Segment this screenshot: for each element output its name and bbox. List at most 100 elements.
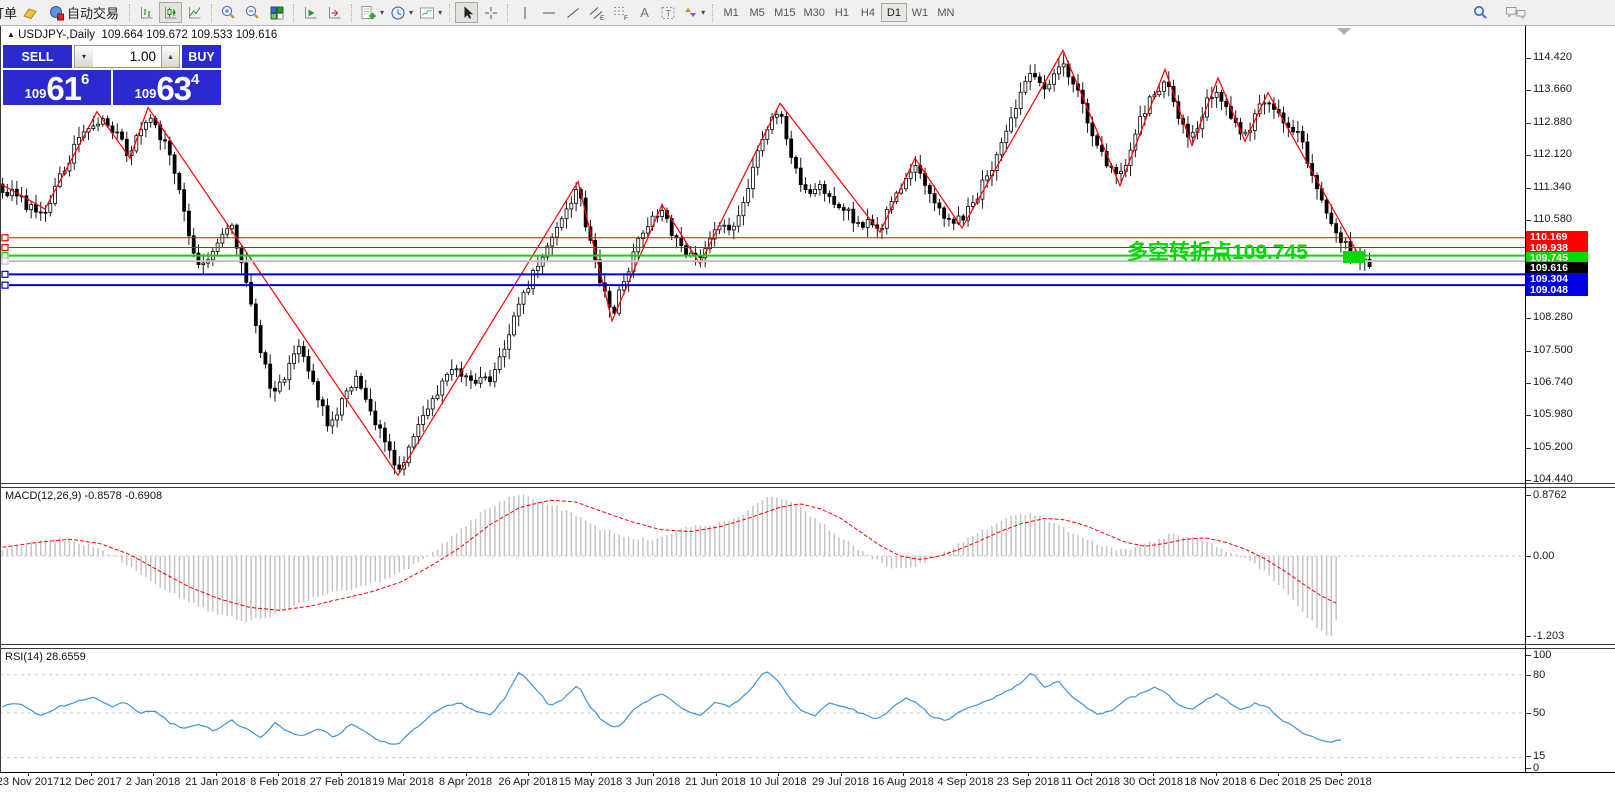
ohlc-values: 109.664 109.672 109.533 109.616 — [101, 29, 278, 41]
template-icon — [420, 7, 435, 18]
timeframe-m5[interactable]: M5 — [744, 3, 770, 22]
level-line-handle — [1, 270, 9, 278]
tile-windows-icon[interactable] — [265, 2, 288, 23]
search-icon[interactable] — [1472, 4, 1489, 21]
timeframe-h1[interactable]: H1 — [829, 3, 855, 22]
sell-price-major: 109 — [24, 86, 47, 101]
separator — [351, 3, 353, 22]
bar-chart-icon[interactable] — [135, 2, 158, 23]
timeframe-group: M1 M5 M15 M30 H1 H4 D1 W1 MN — [718, 3, 959, 23]
dropdown-icon: ▾ — [409, 8, 414, 17]
pivot-annotation[interactable]: 多空转折点109.745 — [1127, 241, 1308, 264]
timeframe-h4[interactable]: H4 — [855, 3, 881, 22]
level-line-handle — [1, 257, 9, 265]
spin-down-icon: ▾ — [81, 52, 86, 61]
text-tool-letter: A — [640, 5, 649, 20]
cursor-button[interactable] — [455, 2, 479, 23]
vertical-line-button[interactable] — [513, 2, 536, 23]
arrows-button[interactable]: ▾ — [681, 2, 707, 23]
candlestick-chart-icon[interactable] — [159, 2, 183, 23]
crosshair-button[interactable] — [479, 2, 502, 23]
macd-signal-line — [2, 499, 1337, 611]
autotrading-button[interactable]: 自动交易 — [43, 2, 124, 23]
channel-letter: E — [600, 15, 605, 21]
volume-decrease-button[interactable]: ▾ — [74, 45, 93, 68]
macd-panel-divider[interactable] — [0, 487, 1615, 488]
fib-letter: F — [624, 15, 628, 21]
macd-label: MACD(12,26,9) -0.8578 -0.6908 — [5, 490, 163, 502]
collapse-icon[interactable]: ▲ — [7, 30, 15, 39]
auto-scroll-icon[interactable] — [299, 2, 322, 23]
timeframe-m1[interactable]: M1 — [718, 3, 744, 22]
separator — [449, 3, 451, 22]
timeframe-w1[interactable]: W1 — [907, 3, 933, 22]
buy-button[interactable]: BUY — [182, 45, 221, 68]
toolbar-right-group — [1472, 4, 1527, 21]
buy-price-point: 4 — [191, 71, 200, 88]
arrows-icon — [685, 8, 697, 17]
separator — [211, 3, 213, 22]
zoom-in-icon[interactable] — [217, 2, 240, 23]
buy-price-pips: 63 — [156, 70, 192, 107]
separator — [507, 3, 509, 22]
gold-pad-icon — [23, 7, 37, 19]
order-button[interactable]: 订单 — [0, 6, 18, 21]
spin-up-icon: ▴ — [168, 52, 173, 61]
rsi-label: RSI(14) 28.6559 — [5, 651, 86, 663]
autotrading-label: 自动交易 — [67, 6, 120, 21]
timeframe-d1[interactable]: D1 — [880, 3, 907, 23]
zoom-out-icon[interactable] — [241, 2, 264, 23]
macd-panel-divider[interactable] — [0, 483, 1615, 484]
separator — [712, 3, 714, 22]
rsi-panel-divider[interactable] — [0, 648, 1615, 649]
quick-trade-icon[interactable] — [18, 2, 42, 23]
date-axis-border — [0, 772, 1615, 773]
sell-button[interactable]: SELL — [3, 45, 72, 68]
dropdown-icon: ▾ — [438, 8, 443, 17]
level-line-handle — [1, 234, 9, 242]
symbol-period-label: USDJPY-,Daily — [18, 29, 96, 41]
channel-button[interactable]: E — [585, 2, 608, 23]
rsi-panel-divider[interactable] — [0, 644, 1615, 645]
line-chart-icon[interactable] — [183, 2, 206, 23]
chart-title: ▲ USDJPY-,Daily 109.664 109.672 109.533 … — [7, 29, 277, 41]
timeframe-m15[interactable]: M15 — [770, 3, 799, 22]
dropdown-icon: ▾ — [380, 8, 385, 17]
volume-input[interactable] — [93, 45, 161, 68]
buy-price-display[interactable]: 109 63 4 — [113, 70, 221, 105]
chart-shift-icon[interactable] — [323, 2, 346, 23]
timeframe-mn[interactable]: MN — [933, 3, 959, 22]
fibonacci-button[interactable]: F — [609, 2, 632, 23]
label-tool-letter: T — [666, 8, 672, 18]
buy-price-major: 109 — [134, 86, 157, 101]
indicators-button[interactable]: ▾ — [357, 2, 386, 23]
level-line-handle — [1, 243, 9, 252]
chat-icon[interactable] — [1505, 5, 1527, 21]
autotrading-icon — [50, 5, 65, 20]
indicators-icon — [361, 5, 376, 19]
green-highlight-box — [1343, 251, 1365, 263]
chart-shift-marker — [1337, 28, 1351, 35]
sell-price-point: 6 — [81, 71, 90, 88]
timeframe-m30[interactable]: M30 — [800, 3, 829, 22]
sell-price-pips: 61 — [46, 70, 82, 107]
clock-icon — [391, 6, 405, 19]
trendline-button[interactable] — [561, 2, 584, 23]
sell-price-display[interactable]: 109 61 6 — [3, 70, 111, 105]
periods-button[interactable]: ▾ — [387, 2, 415, 23]
level-line-handle — [1, 281, 9, 289]
price-axis-border — [1525, 24, 1526, 772]
text-label-button[interactable]: T — [657, 2, 680, 23]
zigzag-line — [0, 49, 1363, 477]
toolbar: 订单 自动交易 — [0, 0, 1615, 26]
templates-button[interactable]: ▾ — [416, 2, 444, 23]
horizontal-line-button[interactable] — [537, 2, 560, 23]
volume-increase-button[interactable]: ▴ — [161, 45, 180, 68]
separator — [293, 3, 295, 22]
text-button[interactable]: A — [633, 2, 656, 23]
rsi-line — [2, 671, 1341, 745]
chart-window-left-border — [0, 24, 1, 772]
